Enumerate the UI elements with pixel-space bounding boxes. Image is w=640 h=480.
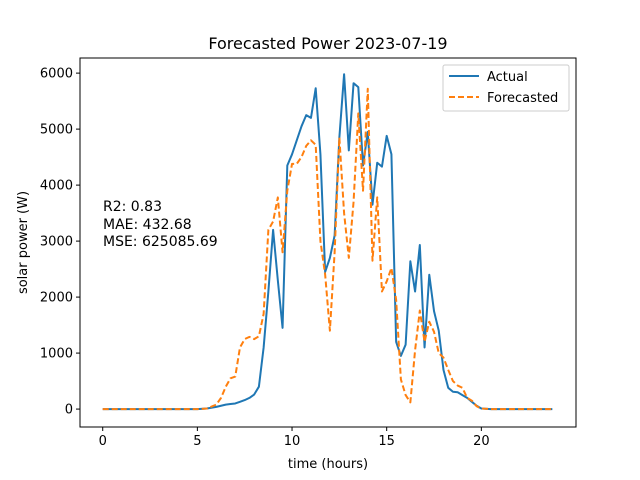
y-tick-label: 0 xyxy=(65,403,73,418)
ticks-layer: 0 5 10 15 20 0 1000 2000 3000 4000 5000 6000 xyxy=(40,67,490,449)
plot-frame xyxy=(79,57,577,428)
y-tick-label: 4000 xyxy=(40,179,73,194)
y-tick-label: 1000 xyxy=(40,347,73,362)
x-tick-label: 10 xyxy=(284,434,301,449)
legend-label-forecasted: Forecasted xyxy=(487,91,558,106)
chart-title: Forecasted Power 2023-07-19 xyxy=(208,34,447,53)
annotation-mse: MSE: 625085.69 xyxy=(103,234,218,250)
series-line-forecasted xyxy=(102,87,553,411)
x-tick-label: 15 xyxy=(378,434,395,449)
legend: Actual Forecasted xyxy=(442,64,570,112)
x-tick-label: 5 xyxy=(193,434,201,449)
y-tick-label: 3000 xyxy=(40,235,73,250)
annotation-r2: R2: 0.83 xyxy=(103,199,162,215)
x-axis-label: time (hours) xyxy=(288,457,368,472)
y-tick-label: 5000 xyxy=(40,123,73,138)
x-tick-label: 20 xyxy=(473,434,490,449)
legend-label-actual: Actual xyxy=(487,70,528,85)
y-tick-label: 2000 xyxy=(40,291,73,306)
y-axis-label: solar power (W) xyxy=(16,191,31,294)
metrics-annotation: R2: 0.83 MAE: 432.68 MSE: 625085.69 xyxy=(103,199,218,250)
x-tick-label: 0 xyxy=(99,434,107,449)
series-layer xyxy=(102,73,553,411)
plot-area: 0 5 10 15 20 0 1000 2000 3000 4000 5000 6000 xyxy=(40,57,577,449)
series-line-actual xyxy=(102,73,553,411)
y-tick-label: 6000 xyxy=(40,67,73,82)
annotation-mae: MAE: 432.68 xyxy=(103,217,192,233)
